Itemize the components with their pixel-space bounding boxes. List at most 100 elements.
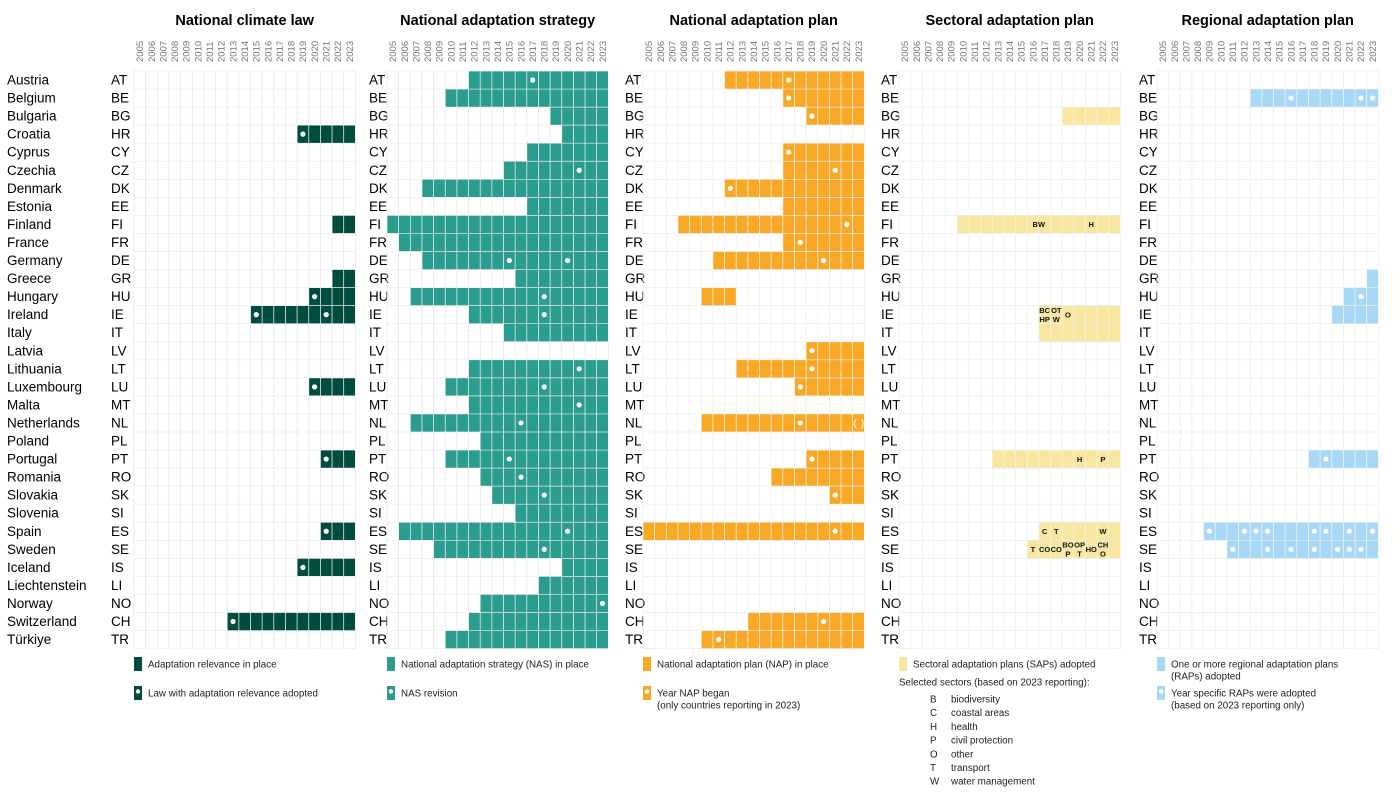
dot-PT xyxy=(323,456,329,462)
dot-HU xyxy=(1358,294,1364,300)
legend-dot xyxy=(388,689,394,694)
dot-IE xyxy=(253,312,259,318)
country-code: IS xyxy=(1139,560,1152,575)
country-code: LU xyxy=(625,379,642,394)
dot-LU xyxy=(797,384,803,390)
year-label: 2007 xyxy=(923,41,934,62)
country-code: NL xyxy=(111,415,129,430)
country-code: CZ xyxy=(369,163,387,178)
country-code: RO xyxy=(625,470,645,485)
year-label: 2019 xyxy=(807,41,818,62)
sector-key-name: civil protection xyxy=(951,736,1013,747)
year-label: 2011 xyxy=(1228,42,1239,62)
country-code: LI xyxy=(369,578,380,593)
country-name: Sweden xyxy=(7,542,56,557)
year-label: 2005 xyxy=(135,41,146,62)
sector-key-name: biodiversity xyxy=(951,695,1000,706)
year-label: 2008 xyxy=(679,41,690,62)
country-code: GR xyxy=(625,271,646,286)
country-name: Latvia xyxy=(7,343,44,358)
country-code: DK xyxy=(625,181,644,196)
sector-key-letter: H xyxy=(930,722,937,733)
dot-IE xyxy=(323,312,329,318)
dot-SE xyxy=(1230,546,1236,552)
sector-label: W xyxy=(1053,315,1061,324)
panel-1: National adaptation strategy 2005 2006 2007… xyxy=(369,13,609,700)
country-code: DK xyxy=(111,181,130,196)
country-code: MT xyxy=(369,397,389,412)
country-code: TR xyxy=(369,632,387,647)
bar-EE xyxy=(782,197,865,216)
country-code: SI xyxy=(625,506,638,521)
year-label: 2015 xyxy=(761,41,772,62)
year-label: 2008 xyxy=(170,41,181,62)
year-label: 2007 xyxy=(667,41,678,62)
country-code: HR xyxy=(881,127,901,142)
country-code: IE xyxy=(111,307,124,322)
dot-ES xyxy=(1265,528,1271,534)
country-name: Czechia xyxy=(7,163,56,178)
bar-NL xyxy=(410,413,609,432)
country-code: DK xyxy=(1139,181,1158,196)
country-code: BG xyxy=(1139,109,1159,124)
country-code: HR xyxy=(111,127,131,142)
dot-HU xyxy=(541,294,547,300)
year-label: 2023 xyxy=(345,41,356,62)
country-code: IE xyxy=(625,307,638,322)
country-code: AT xyxy=(881,73,897,88)
year-label: 2022 xyxy=(842,41,853,62)
country-code: MT xyxy=(625,397,645,412)
country-code: PT xyxy=(1139,452,1156,467)
bar-LV xyxy=(806,341,865,360)
country-name: France xyxy=(7,235,49,250)
year-label: 2009 xyxy=(182,41,193,62)
bar-SK xyxy=(829,486,865,505)
country-code: SK xyxy=(625,488,643,503)
year-label: 2023 xyxy=(598,41,609,62)
legend-label: National adaptation strategy (NAS) in pl… xyxy=(401,660,589,671)
country-code: TR xyxy=(625,632,643,647)
country-code: NO xyxy=(625,596,645,611)
year-label: 2016 xyxy=(1286,41,1297,62)
dot-CZ xyxy=(832,167,838,173)
country-name: Denmark xyxy=(7,181,62,196)
country-code: PL xyxy=(1139,434,1156,449)
country-name: Iceland xyxy=(7,560,51,575)
year-label: 2011 xyxy=(970,42,981,62)
dot-ES xyxy=(1311,528,1317,534)
sector-label: P xyxy=(1100,455,1105,464)
country-code: GR xyxy=(111,271,132,286)
country-code: CY xyxy=(1139,145,1158,160)
country-code: IT xyxy=(369,325,381,340)
country-code: SI xyxy=(1139,506,1152,521)
bar-BE xyxy=(782,89,865,108)
country-code: IS xyxy=(625,560,638,575)
dot-SK xyxy=(541,492,547,498)
year-label: 2014 xyxy=(493,41,504,62)
country-code: FR xyxy=(625,235,643,250)
country-code: CH xyxy=(369,614,389,629)
legend-label: (based on 2023 reporting only) xyxy=(1171,701,1304,712)
year-label: 2017 xyxy=(1040,41,1051,62)
country-name: Luxembourg xyxy=(7,379,82,394)
year-label: 2018 xyxy=(1052,41,1063,62)
country-code: CZ xyxy=(625,163,643,178)
bar-PT xyxy=(992,450,1121,469)
country-code: DE xyxy=(625,253,644,268)
year-label: 2006 xyxy=(912,41,923,62)
country-code: LT xyxy=(1139,361,1154,376)
dot-NO xyxy=(599,600,606,607)
country-name: Spain xyxy=(7,524,42,539)
country-code: SE xyxy=(369,542,387,557)
dot-FI xyxy=(844,221,850,227)
country-name: Bulgaria xyxy=(7,109,57,124)
dot-SK xyxy=(832,492,838,498)
year-label: 2019 xyxy=(551,41,562,62)
year-label: 2013 xyxy=(737,41,748,62)
country-code: DE xyxy=(111,253,130,268)
dot-LT xyxy=(576,366,582,372)
country-code: RO xyxy=(1139,470,1159,485)
country-name: Portugal xyxy=(7,452,57,467)
dot-BE xyxy=(1358,95,1364,101)
dot-ES xyxy=(1253,528,1259,534)
